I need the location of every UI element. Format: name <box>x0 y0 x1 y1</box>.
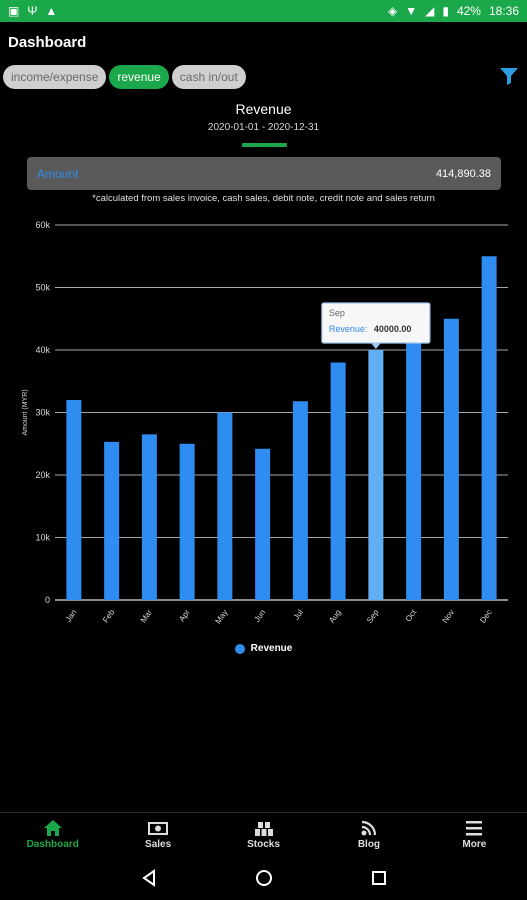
revenue-bar-chart[interactable]: 0 10k 20k 30k 40k 50k 60k Amount (MYR) Jan Feb Mar… <box>0 210 527 640</box>
x-tick-label: May <box>213 608 229 626</box>
bar-jun[interactable] <box>255 448 271 600</box>
menu-icon <box>466 821 483 836</box>
nav-blog-label: Blog <box>357 839 381 850</box>
x-tick-label: Dec <box>478 608 494 625</box>
y-tick-label: 10k <box>35 533 50 543</box>
y-tick-label: 0 <box>45 595 50 605</box>
tooltip-pointer <box>370 343 381 349</box>
y-tick-label: 50k <box>35 283 50 293</box>
x-tick-label: Oct <box>404 607 419 623</box>
status-bar: ▣ Ψ ▲ ◈ ▼ ◢ ▮ 42% 18:36 <box>0 0 527 22</box>
x-tick-label: Jan <box>64 608 79 624</box>
date-range[interactable]: 2020-01-01 - 2020-12-31 <box>207 122 320 133</box>
x-tick-label: Sep <box>365 608 381 625</box>
bar-mar[interactable] <box>141 434 157 600</box>
bar-jan[interactable] <box>66 400 82 600</box>
nav-more[interactable]: More <box>422 813 527 856</box>
x-tick-label: Mar <box>139 608 154 625</box>
recents-icon[interactable] <box>369 868 389 888</box>
money-icon <box>148 822 169 835</box>
y-tick-label: 40k <box>35 345 50 355</box>
chart-title: Revenue <box>235 101 292 117</box>
x-tick-label: Nov <box>440 608 456 625</box>
bar-may[interactable] <box>217 412 233 601</box>
battery-percent: 42% <box>456 4 481 18</box>
bar-sep[interactable] <box>368 350 384 600</box>
battery-icon: ▮ <box>442 4 449 18</box>
tooltip-category: Sep <box>329 308 345 318</box>
bar-oct[interactable] <box>406 340 422 600</box>
nav-dashboard[interactable]: Dashboard <box>0 813 105 856</box>
bar-aug[interactable] <box>330 362 346 601</box>
nav-stocks-label: Stocks <box>247 839 280 850</box>
amount-label: Amount <box>37 166 79 181</box>
y-tick-label: 20k <box>35 470 50 480</box>
amount-summary: Amount 414,890.38 <box>27 157 501 190</box>
y-tick-label: 30k <box>35 408 50 418</box>
tooltip-value: 40000.00 <box>374 324 412 334</box>
bar-apr[interactable] <box>179 443 195 600</box>
nav-sales-label: Sales <box>145 839 172 850</box>
boxes-icon <box>254 822 273 836</box>
system-navigation-bar <box>0 856 527 900</box>
home-button-icon[interactable] <box>254 868 274 888</box>
chip-revenue[interactable]: revenue <box>109 65 169 89</box>
report-type-chips: income/expense revenue cash in/out <box>3 65 246 89</box>
x-tick-label: Feb <box>101 608 117 625</box>
filter-icon[interactable] <box>499 66 519 86</box>
nav-blog[interactable]: Blog <box>316 813 421 856</box>
legend-swatch <box>234 643 245 654</box>
usb-icon: Ψ <box>27 4 38 18</box>
chip-income-expense[interactable]: income/expense <box>3 65 107 89</box>
chart-legend: Revenue <box>0 643 527 654</box>
y-tick-label: 60k <box>35 220 50 230</box>
tooltip-series-label: Revenue: <box>329 324 368 334</box>
bar-jul[interactable] <box>292 401 308 600</box>
warning-icon: ▲ <box>45 4 58 18</box>
x-tick-label: Jul <box>292 608 305 622</box>
nav-more-label: More <box>462 839 487 850</box>
page-title: Dashboard <box>8 34 87 51</box>
home-icon <box>43 820 62 836</box>
title-underline <box>242 143 287 147</box>
bar-feb[interactable] <box>104 441 120 600</box>
blog-icon <box>361 820 377 836</box>
bar-nov[interactable] <box>443 318 459 600</box>
back-icon[interactable] <box>139 868 159 888</box>
legend-label: Revenue <box>250 643 293 654</box>
x-tick-label: Jun <box>252 608 267 624</box>
clock: 18:36 <box>488 4 519 18</box>
calculation-note: *calculated from sales invoice, cash sal… <box>92 193 435 204</box>
signal-icon: ◢ <box>425 4 435 18</box>
nav-dashboard-label: Dashboard <box>26 839 79 850</box>
chip-cash-in-out[interactable]: cash in/out <box>171 65 246 89</box>
bar-dec[interactable] <box>481 256 497 600</box>
nav-sales[interactable]: Sales <box>105 813 210 856</box>
nav-stocks[interactable]: Stocks <box>211 813 316 856</box>
x-tick-label: Apr <box>177 608 192 624</box>
image-notification-icon: ▣ <box>8 4 20 18</box>
vibrate-icon: ◈ <box>387 4 398 18</box>
amount-value: 414,890.38 <box>435 167 491 180</box>
x-tick-label: Aug <box>327 608 343 625</box>
y-axis-label: Amount (MYR) <box>22 389 29 435</box>
wifi-icon: ▼ <box>405 4 418 18</box>
bottom-navigation: Dashboard Sales Stocks Blog M <box>0 812 527 856</box>
